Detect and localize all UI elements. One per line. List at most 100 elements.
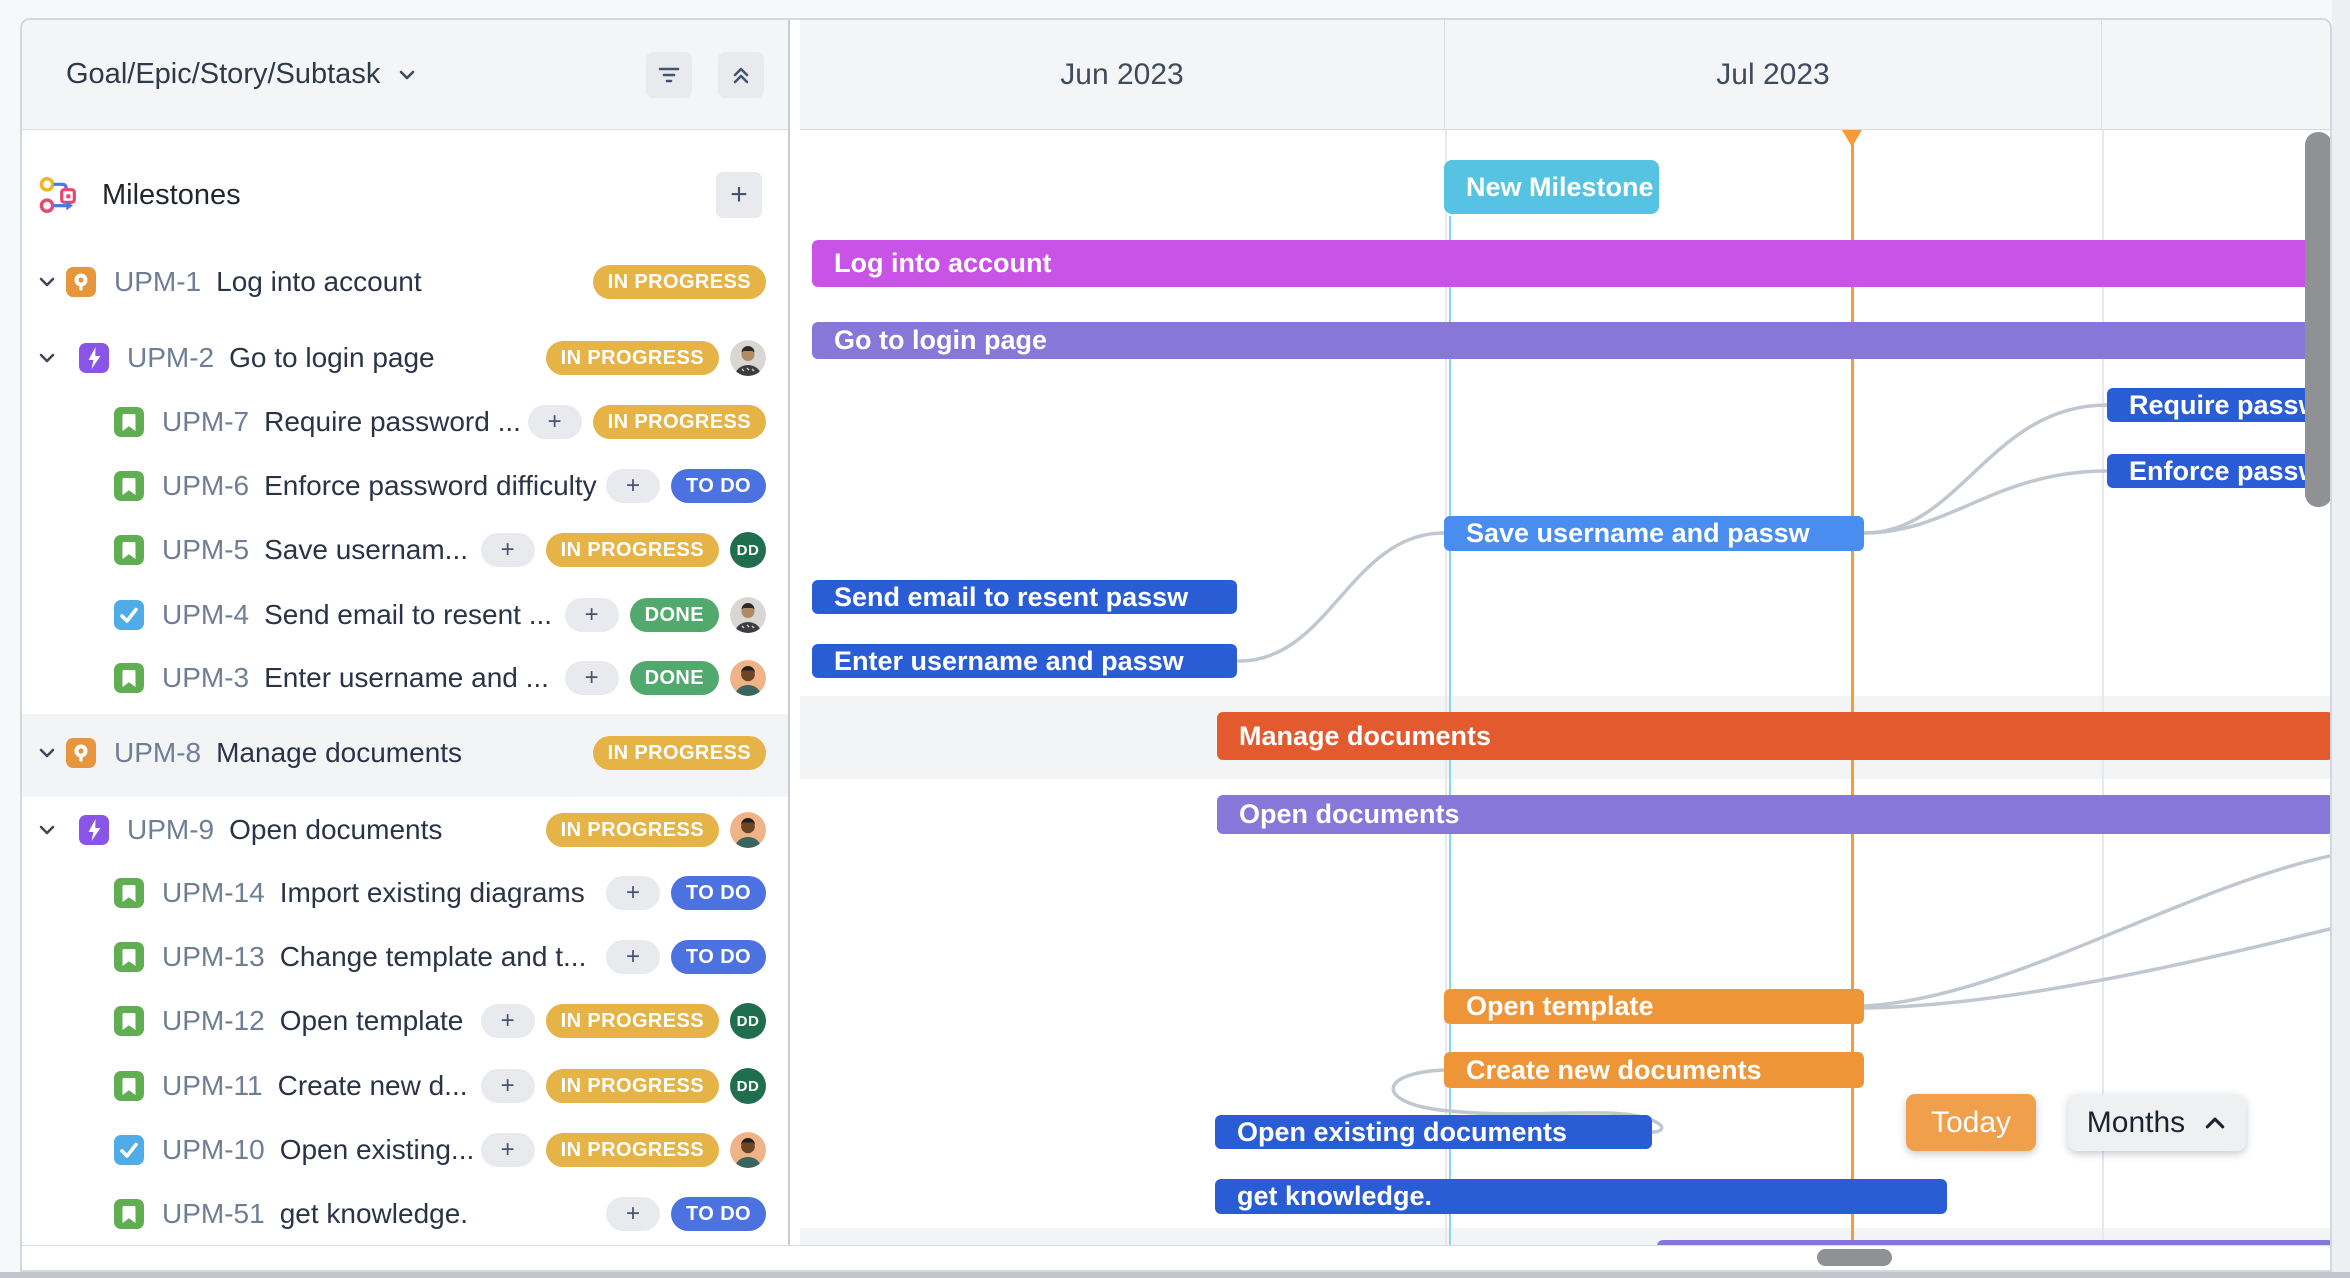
add-subtask-button[interactable]: + [606, 469, 661, 503]
status-badge[interactable]: TO DO [671, 876, 766, 910]
filter-button[interactable] [646, 51, 692, 98]
issue-row-upm-8[interactable]: UPM-8 Manage documents IN PROGRESS [24, 721, 786, 785]
month-header-partial [2102, 20, 2330, 130]
issue-title: Change template and t... [279, 941, 587, 972]
issue-key: UPM-9 [127, 814, 215, 845]
bar-enter-username[interactable]: Enter username and passw [812, 644, 1237, 678]
add-subtask-button[interactable]: + [480, 533, 535, 567]
bar-new-milestone[interactable]: New Milestone [1444, 160, 1659, 214]
issue-row-upm-7[interactable]: UPM-7 Require password ... + IN PROGRESS [24, 390, 786, 454]
avatar[interactable] [730, 660, 766, 696]
status-badge[interactable]: TO DO [671, 1197, 766, 1231]
bar-label: Open template [1466, 991, 1654, 1021]
add-subtask-button[interactable]: + [606, 876, 661, 910]
expand-chevron-icon[interactable] [34, 817, 60, 843]
add-subtask-button[interactable]: + [527, 405, 582, 439]
status-badge[interactable]: IN PROGRESS [545, 1133, 719, 1167]
bar-enforce-password[interactable]: Enforce password diff [2107, 454, 2330, 488]
epic-type-icon [79, 343, 109, 373]
expand-chevron-icon[interactable] [34, 345, 60, 371]
bar-open-documents[interactable]: Open documents [1217, 795, 2330, 834]
bar-get-knowledge[interactable]: get knowledge. [1215, 1179, 1947, 1214]
plus-icon: + [730, 178, 748, 211]
add-subtask-button[interactable]: + [606, 940, 661, 974]
issue-title: Import existing diagrams [279, 877, 585, 908]
issue-key: UPM-51 [162, 1198, 265, 1229]
avatar[interactable] [730, 340, 766, 376]
zoom-level-button[interactable]: Months [2068, 1094, 2246, 1151]
avatar[interactable] [730, 597, 766, 633]
issue-row-upm-9[interactable]: UPM-9 Open documents IN PROGRESS [24, 798, 786, 862]
status-badge[interactable]: DONE [629, 598, 719, 632]
issue-row-upm-13[interactable]: UPM-13 Change template and t... + TO DO [24, 925, 786, 989]
status-badge[interactable]: IN PROGRESS [545, 1069, 719, 1103]
hierarchy-dropdown[interactable]: Goal/Epic/Story/Subtask [66, 58, 418, 91]
bar-label: Open existing documents [1237, 1116, 1568, 1147]
status-badge[interactable]: IN PROGRESS [592, 405, 766, 439]
issue-key: UPM-11 [162, 1070, 263, 1101]
issue-row-upm-4[interactable]: UPM-4 Send email to resent ... + DONE [24, 583, 786, 647]
milestones-label: Milestones [102, 178, 241, 211]
issue-key: UPM-13 [162, 941, 265, 972]
issue-row-upm-51[interactable]: UPM-51 get knowledge. + TO DO [24, 1182, 786, 1246]
bar-manage-documents[interactable]: Manage documents [1217, 712, 2330, 760]
add-milestone-button[interactable]: + [716, 172, 762, 218]
milestones-row[interactable]: Milestones + [24, 160, 786, 230]
status-badge[interactable]: TO DO [671, 940, 766, 974]
bar-label: Save username and passw [1466, 518, 1810, 548]
issue-row-upm-12[interactable]: UPM-12 Open template + IN PROGRESS DD [24, 989, 786, 1053]
status-badge[interactable]: IN PROGRESS [545, 533, 719, 567]
bar-save-username[interactable]: Save username and passw [1444, 516, 1864, 551]
status-badge[interactable]: IN PROGRESS [592, 265, 766, 299]
issue-row-upm-2[interactable]: UPM-2 Go to login page IN PROGRESS [24, 326, 786, 390]
expand-chevron-icon[interactable] [34, 269, 60, 295]
story-type-icon [114, 878, 144, 908]
milestones-icon [39, 177, 76, 213]
today-marker-icon [1842, 130, 1862, 147]
bar-log-into-account[interactable]: Log into account [812, 240, 2330, 287]
today-button[interactable]: Today [1906, 1094, 2036, 1151]
issue-row-upm-11[interactable]: UPM-11 Create new d... + IN PROGRESS DD [24, 1054, 786, 1118]
avatar[interactable] [730, 1132, 766, 1168]
bar-send-email[interactable]: Send email to resent passw [812, 580, 1237, 614]
issue-key: UPM-5 [162, 534, 250, 565]
issue-key: UPM-6 [162, 470, 250, 501]
bar-create-new-documents[interactable]: Create new documents [1444, 1052, 1864, 1088]
add-subtask-button[interactable]: + [564, 661, 619, 695]
issue-row-upm-3[interactable]: UPM-3 Enter username and ... + DONE [24, 646, 786, 710]
story-type-icon [114, 663, 144, 693]
bar-go-to-login-page[interactable]: Go to login page [812, 322, 2330, 359]
issue-row-upm-10[interactable]: UPM-10 Open existing... + IN PROGRESS [24, 1118, 786, 1182]
add-subtask-button[interactable]: + [480, 1133, 535, 1167]
add-subtask-button[interactable]: + [564, 598, 619, 632]
issue-row-upm-5[interactable]: UPM-5 Save usernam... + IN PROGRESS DD [24, 518, 786, 582]
bar-open-template[interactable]: Open template [1444, 989, 1864, 1024]
issue-title: Require password ... [264, 406, 521, 437]
horizontal-scrollbar[interactable] [1817, 1249, 1892, 1266]
avatar[interactable]: DD [730, 1068, 766, 1104]
avatar[interactable]: DD [730, 532, 766, 568]
status-badge[interactable]: TO DO [671, 469, 766, 503]
bar-open-existing-documents[interactable]: Open existing documents [1215, 1115, 1652, 1149]
avatar[interactable]: DD [730, 1003, 766, 1039]
add-subtask-button[interactable]: + [606, 1197, 661, 1231]
issue-row-upm-1[interactable]: UPM-1 Log into account IN PROGRESS [24, 250, 786, 314]
status-badge[interactable]: DONE [629, 661, 719, 695]
month-gridline [2102, 130, 2104, 1250]
status-badge[interactable]: IN PROGRESS [592, 736, 766, 770]
vertical-scrollbar[interactable] [2305, 132, 2330, 507]
avatar[interactable] [730, 812, 766, 848]
bar-require-password[interactable]: Require password ... [2107, 388, 2330, 422]
status-badge[interactable]: IN PROGRESS [545, 341, 719, 375]
add-subtask-button[interactable]: + [480, 1004, 535, 1038]
collapse-all-button[interactable] [718, 51, 764, 98]
status-badge[interactable]: IN PROGRESS [545, 1004, 719, 1038]
status-badge[interactable]: IN PROGRESS [545, 813, 719, 847]
issue-title: Open template [279, 1005, 464, 1036]
issue-row-upm-6[interactable]: UPM-6 Enforce password difficulty + TO DO [24, 454, 786, 518]
issue-row-upm-14[interactable]: UPM-14 Import existing diagrams + TO DO [24, 861, 786, 925]
expand-chevron-icon[interactable] [34, 740, 60, 766]
add-subtask-button[interactable]: + [480, 1069, 535, 1103]
issue-title: Open existing... [279, 1134, 475, 1165]
timeline-body: New Milestone Log into account Go to login… [800, 130, 2330, 1250]
